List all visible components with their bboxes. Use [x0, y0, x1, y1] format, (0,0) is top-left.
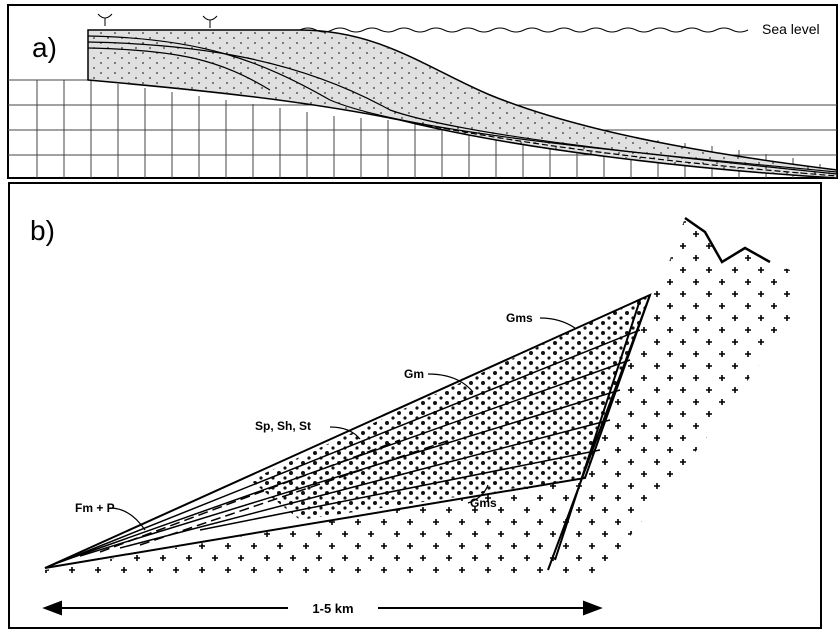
facies-label: Gm — [404, 367, 424, 381]
panel-a: a) Sea level — [8, 5, 837, 178]
panel-label: b) — [30, 215, 55, 246]
scale-label: 1-5 km — [312, 601, 353, 616]
sea-level-label: Sea level — [762, 21, 820, 37]
facies-label: Gms — [506, 311, 533, 325]
panel-b: b) Gms Gm Sp, Sh, St Fm + P Gms 1-5 km — [9, 183, 821, 628]
panel-label: a) — [32, 32, 57, 63]
facies-label: Fm + P — [75, 501, 115, 515]
facies-label: Sp, Sh, St — [255, 419, 311, 433]
facies-label: Gms — [470, 496, 497, 510]
diagram: a) Sea level b) Gms Gm Sp, Sh, St Fm + P… — [0, 0, 838, 630]
